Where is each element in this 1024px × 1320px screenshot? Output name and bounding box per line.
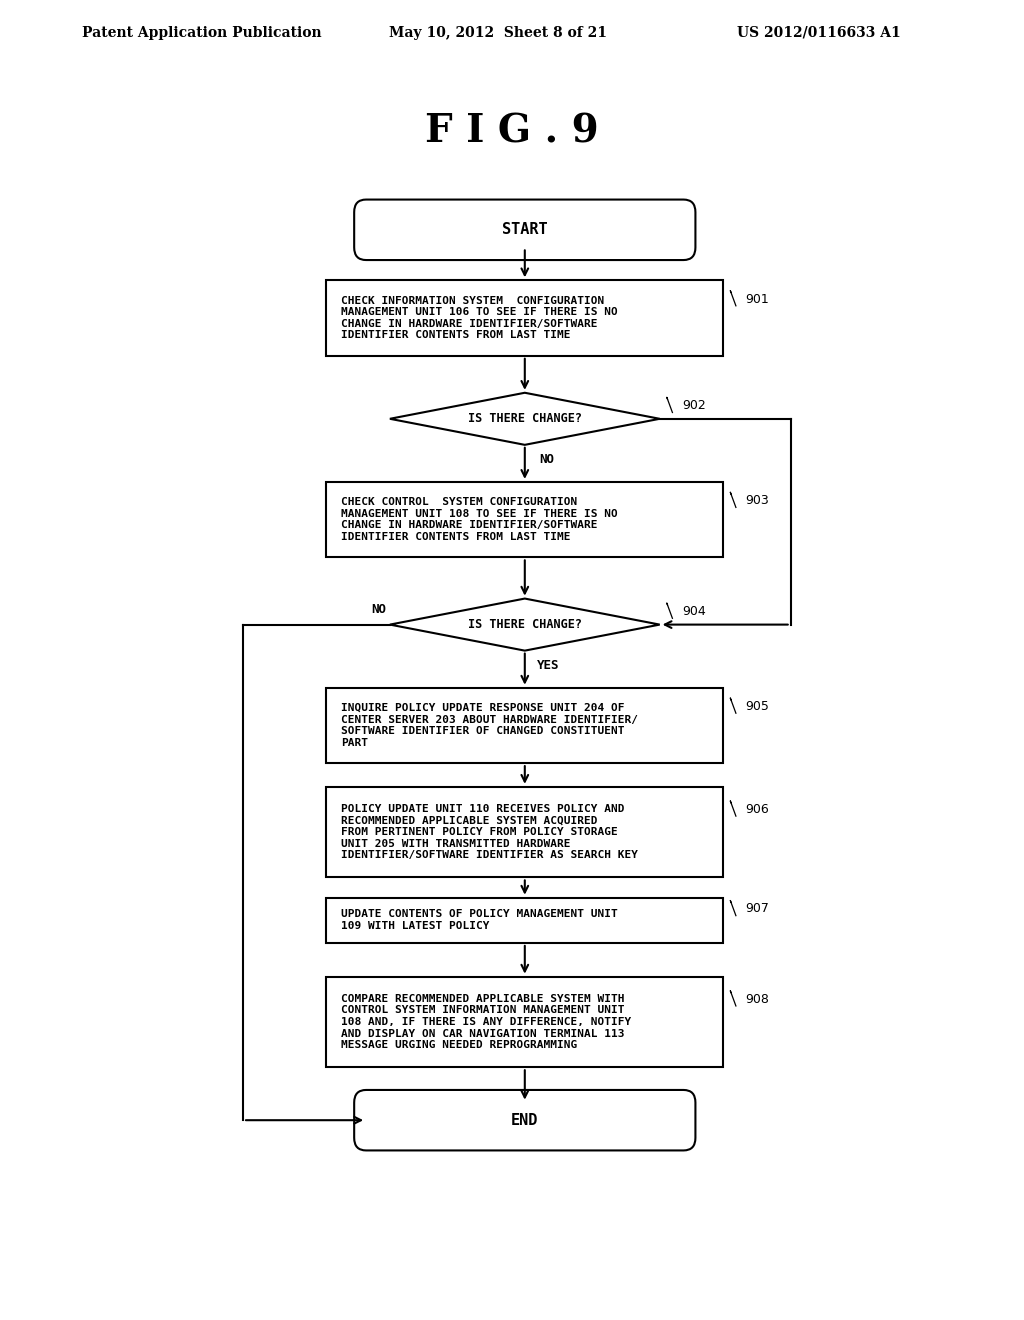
Text: UPDATE CONTENTS OF POLICY MANAGEMENT UNIT
109 WITH LATEST POLICY: UPDATE CONTENTS OF POLICY MANAGEMENT UNI… [341,909,617,931]
Text: YES: YES [537,659,559,672]
Text: INQUIRE POLICY UPDATE RESPONSE UNIT 204 OF
CENTER SERVER 203 ABOUT HARDWARE IDEN: INQUIRE POLICY UPDATE RESPONSE UNIT 204 … [341,704,638,748]
Text: POLICY UPDATE UNIT 110 RECEIVES POLICY AND
RECOMMENDED APPLICABLE SYSTEM ACQUIRE: POLICY UPDATE UNIT 110 RECEIVES POLICY A… [341,804,638,861]
Text: 908: 908 [745,993,769,1006]
Text: 907: 907 [745,903,769,916]
Text: CHECK CONTROL  SYSTEM CONFIGURATION
MANAGEMENT UNIT 108 TO SEE IF THERE IS NO
CH: CHECK CONTROL SYSTEM CONFIGURATION MANAG… [341,498,617,543]
Text: 906: 906 [745,803,769,816]
Text: 904: 904 [682,605,706,618]
Polygon shape [390,393,659,445]
Text: IS THERE CHANGE?: IS THERE CHANGE? [468,618,582,631]
Text: 905: 905 [745,700,769,713]
Polygon shape [390,598,659,651]
Bar [327,787,723,878]
Text: 902: 902 [682,399,706,412]
Text: F I G . 9: F I G . 9 [425,112,599,150]
FancyBboxPatch shape [354,199,695,260]
Bar [327,898,723,942]
Bar [327,977,723,1068]
Text: CHECK INFORMATION SYSTEM  CONFIGURATION
MANAGEMENT UNIT 106 TO SEE IF THERE IS N: CHECK INFORMATION SYSTEM CONFIGURATION M… [341,296,617,341]
Text: END: END [511,1113,539,1127]
Bar [327,482,723,557]
Text: COMPARE RECOMMENDED APPLICABLE SYSTEM WITH
CONTROL SYSTEM INFORMATION MANAGEMENT: COMPARE RECOMMENDED APPLICABLE SYSTEM WI… [341,994,631,1051]
Text: START: START [502,222,548,238]
Text: US 2012/0116633 A1: US 2012/0116633 A1 [737,26,901,40]
Text: Patent Application Publication: Patent Application Publication [82,26,322,40]
Bar [327,280,723,356]
FancyBboxPatch shape [354,1090,695,1151]
Text: May 10, 2012  Sheet 8 of 21: May 10, 2012 Sheet 8 of 21 [389,26,607,40]
Text: IS THERE CHANGE?: IS THERE CHANGE? [468,412,582,425]
Text: NO: NO [539,453,554,466]
Bar [327,688,723,763]
Text: 903: 903 [745,494,769,507]
Text: NO: NO [371,603,386,616]
Text: 901: 901 [745,293,769,306]
